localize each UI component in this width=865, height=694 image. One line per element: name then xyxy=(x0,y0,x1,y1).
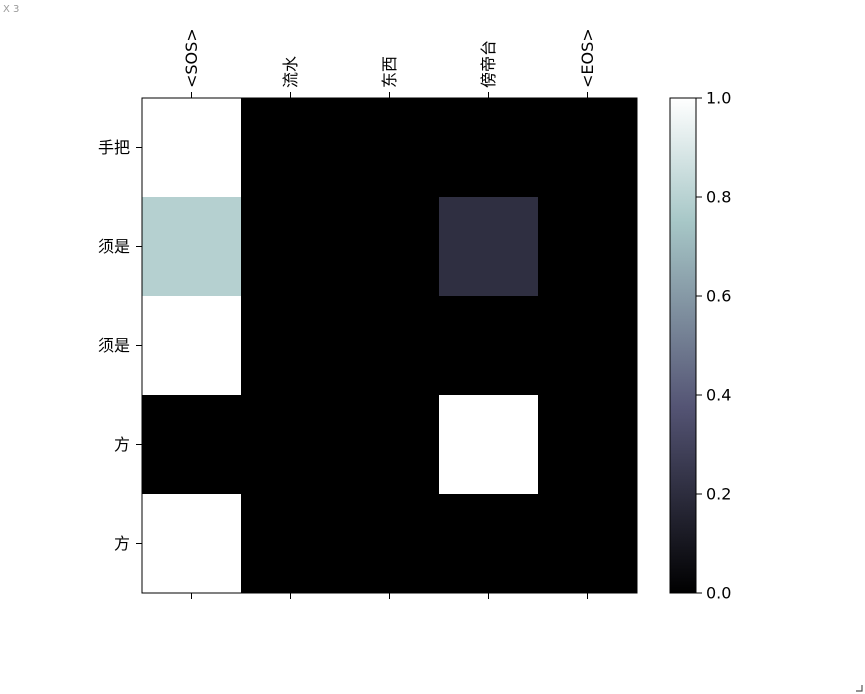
colorbar-ticks: 0.0 0.2 0.4 0.6 0.8 1.0 xyxy=(696,89,731,603)
heatmap-cell-r3-c4 xyxy=(538,395,638,495)
colorbar-tick-label: 0.6 xyxy=(706,287,731,306)
heatmap-cell-r0-c4 xyxy=(538,98,638,198)
colorbar-tick-label: 0.8 xyxy=(706,188,731,207)
colorbar-tick-label: 1.0 xyxy=(706,89,731,108)
heatmap-cell-r0-c2 xyxy=(340,98,440,198)
y-tick-label: 手把 xyxy=(98,138,130,157)
y-tick-label: 须是 xyxy=(98,336,130,355)
heatmap-cell-r3-c2 xyxy=(340,395,440,495)
heatmap-cell-r4-c2 xyxy=(340,494,440,594)
y-tick-label: 方 xyxy=(114,534,130,553)
heatmap-cell-r1-c3 xyxy=(439,197,539,297)
heatmap-cell-r4-c0 xyxy=(142,494,242,594)
heatmap-cell-r4-c4 xyxy=(538,494,638,594)
heatmap-cell-r0-c0 xyxy=(142,98,242,198)
heatmap-cell-r2-c2 xyxy=(340,296,440,396)
colorbar-tick-label: 0.4 xyxy=(706,386,731,405)
heatmap-cell-r1-c1 xyxy=(241,197,341,297)
window-label: X 3 xyxy=(3,4,20,15)
heatmap-cell-r2-c4 xyxy=(538,296,638,396)
heatmap-cell-r4-c3 xyxy=(439,494,539,594)
heatmap-cell-r2-c1 xyxy=(241,296,341,396)
colorbar-gradient xyxy=(669,97,697,594)
heatmap-cell-r1-c0 xyxy=(142,197,242,297)
x-tick-label: 东西 xyxy=(380,56,399,88)
x-tick-label: 流水 xyxy=(281,56,300,88)
heatmap-cell-r0-c1 xyxy=(241,98,341,198)
heatmap-cell-r3-c0 xyxy=(142,395,242,495)
heatmap-cell-r1-c4 xyxy=(538,197,638,297)
colorbar-tick-label: 0.2 xyxy=(706,485,731,504)
colorbar: 0.0 0.2 0.4 0.6 0.8 1.0 xyxy=(669,89,731,603)
y-tick-label: 须是 xyxy=(98,237,130,256)
heatmap-cell-r2-c0 xyxy=(142,296,242,396)
heatmap-cells xyxy=(142,98,638,594)
heatmap-cell-r3-c1 xyxy=(241,395,341,495)
heatmap-cell-r1-c2 xyxy=(340,197,440,297)
heatmap-cell-r4-c1 xyxy=(241,494,341,594)
x-tick-label: <EOS> xyxy=(578,28,597,88)
resize-grip-icon[interactable] xyxy=(855,684,863,692)
y-tick-label: 方 xyxy=(114,435,130,454)
heatmap-cell-r2-c3 xyxy=(439,296,539,396)
heatmap-cell-r0-c3 xyxy=(439,98,539,198)
colorbar-tick-label: 0.0 xyxy=(706,584,731,603)
x-tick-label: 傍帝台 xyxy=(479,40,498,88)
x-tick-label: <SOS> xyxy=(182,28,201,88)
x-axis-ticks: <SOS> 流水 东西 傍帝台 <EOS> xyxy=(182,28,597,599)
heatmap-cell-r3-c3 xyxy=(439,395,539,495)
